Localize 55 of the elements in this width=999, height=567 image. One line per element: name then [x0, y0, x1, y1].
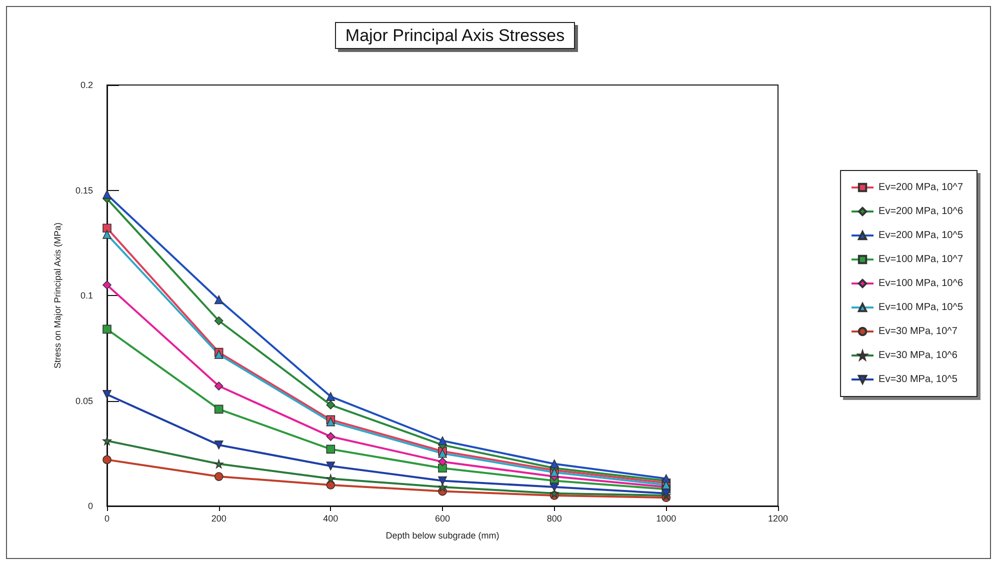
point: [438, 476, 447, 486]
x-tick-label: 200: [211, 514, 226, 524]
point: [102, 224, 112, 233]
point: [214, 472, 224, 481]
point: [438, 436, 447, 446]
x-tick-label: 1200: [768, 514, 788, 524]
point: [214, 382, 224, 390]
chart-title: Major Principal Axis Stresses: [345, 26, 565, 45]
point: [214, 350, 224, 359]
point: [326, 462, 336, 470]
point: [438, 457, 447, 466]
point: [102, 324, 112, 334]
legend-label: Ev=30 MPa, 10^7: [878, 326, 958, 337]
y-tick-label: 0.1: [80, 290, 93, 300]
legend-label: Ev=100 MPa, 10^6: [878, 278, 964, 289]
point: [326, 400, 336, 410]
point: [550, 482, 559, 492]
point: [438, 482, 447, 492]
y-axis-title: Stress on Major Principal Axis (MPa): [52, 222, 62, 369]
point: [326, 444, 336, 454]
x-tick-label: 800: [546, 514, 562, 524]
point: [214, 460, 224, 468]
point: [214, 295, 224, 304]
point: [662, 480, 671, 490]
point: [102, 190, 112, 199]
point: [326, 432, 336, 441]
point: [214, 404, 224, 414]
y-tick-label: 0: [88, 501, 93, 511]
x-axis-title: Depth below subgrade (mm): [386, 530, 500, 540]
y-tick-label: 0.2: [80, 80, 93, 90]
point: [102, 390, 112, 399]
point: [102, 436, 112, 446]
point: [326, 392, 336, 401]
point: [214, 316, 224, 326]
point: [326, 474, 336, 484]
point: [214, 440, 224, 450]
legend-label: Ev=200 MPa, 10^5: [878, 230, 964, 241]
point: [550, 460, 559, 468]
y-tick-label: 0.15: [75, 185, 93, 196]
x-tick-label: 1000: [656, 514, 676, 524]
point: [438, 464, 447, 473]
legend-label: Ev=30 MPa, 10^5: [878, 374, 958, 385]
point: [102, 280, 112, 290]
legend-label: Ev=100 MPa, 10^5: [878, 302, 964, 313]
point: [102, 230, 112, 239]
legend-label: Ev=200 MPa, 10^6: [878, 206, 964, 217]
point: [662, 488, 671, 498]
legend-label: Ev=30 MPa, 10^6: [878, 350, 958, 361]
point: [102, 455, 112, 464]
legend-label: Ev=200 MPa, 10^7: [878, 182, 964, 193]
y-tick-label: 0.05: [75, 396, 93, 406]
x-tick-label: 0: [104, 514, 110, 524]
x-tick-label: 400: [323, 514, 338, 524]
x-tick-label: 600: [434, 514, 450, 524]
legend-label: Ev=100 MPa, 10^7: [878, 254, 964, 265]
